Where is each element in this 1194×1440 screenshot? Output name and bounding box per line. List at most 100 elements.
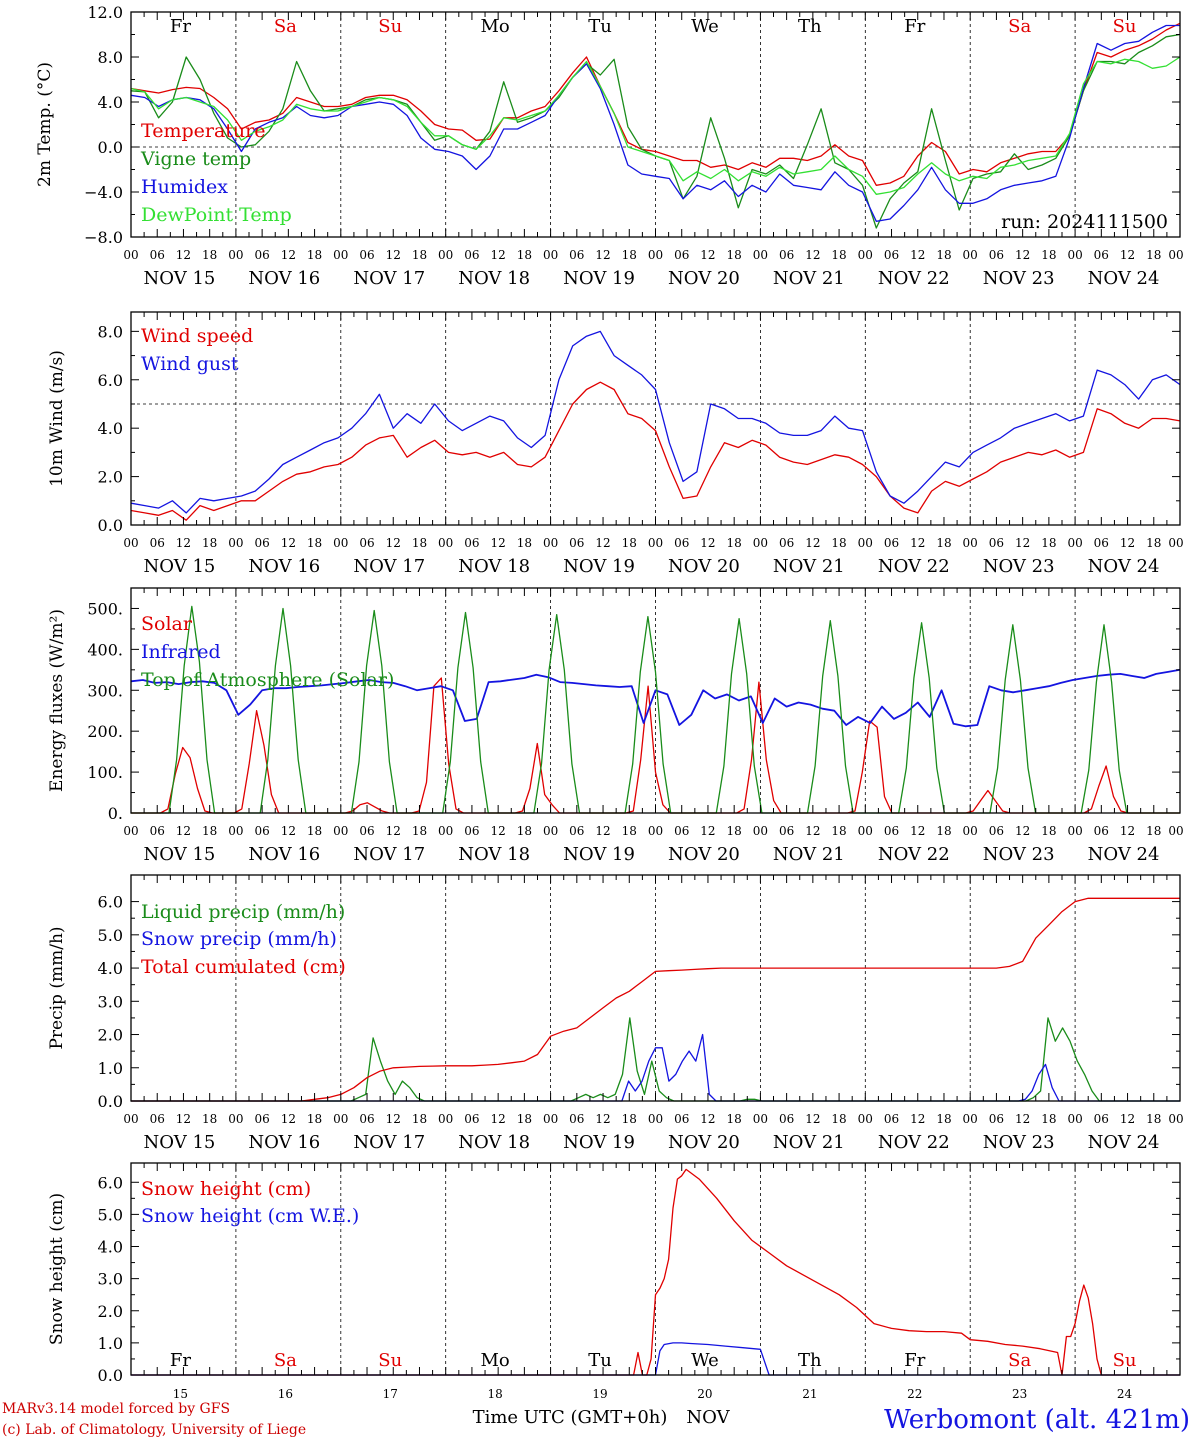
series-line-1-1 (130, 22, 1181, 186)
hour-label: 18 (1041, 536, 1056, 550)
hour-label: 18 (307, 824, 322, 838)
y-tick-label: 4.0 (98, 959, 123, 978)
date-label: NOV 20 (668, 1132, 740, 1153)
hour-label: 18 (517, 536, 532, 550)
y-axis-title: Precip (mm/h) (47, 926, 67, 1049)
hour-label: 18 (202, 536, 217, 550)
hour-label: 06 (779, 824, 794, 838)
legend-entry: Infrared (141, 641, 221, 663)
hour-label: 06 (150, 536, 165, 550)
hour-label: 12 (1015, 824, 1030, 838)
date-label: NOV 16 (248, 268, 320, 289)
date-label: NOV 20 (668, 268, 740, 289)
hour-label: 00 (648, 536, 663, 550)
day-number: 19 (592, 1387, 607, 1401)
hour-label: 06 (884, 824, 899, 838)
hour-label: 06 (569, 1112, 584, 1126)
hour-label: 12 (386, 248, 401, 262)
legend-entry: Vigne temp (140, 148, 251, 170)
hour-label: 06 (254, 248, 269, 262)
hour-label: 12 (176, 1112, 191, 1126)
hour-label: 12 (386, 536, 401, 550)
hour-label: 18 (727, 536, 742, 550)
hour-label: 06 (1094, 536, 1109, 550)
hour-label: 18 (936, 1112, 951, 1126)
hour-label: 06 (464, 824, 479, 838)
hour-label: 00 (1067, 824, 1082, 838)
day-label: Mo (481, 1350, 510, 1371)
legend-entry: Solar (141, 613, 193, 635)
hour-label: 06 (1094, 1112, 1109, 1126)
y-tick-label: −8.0 (84, 228, 123, 247)
day-label: Sa (274, 16, 297, 37)
y-tick-label: 8.0 (98, 322, 123, 341)
hour-label: 18 (936, 824, 951, 838)
run-label: run: 2024111500 (1001, 211, 1168, 233)
hour-label: 18 (202, 1112, 217, 1126)
series-line-2-2 (130, 330, 1181, 514)
hour-label: 00 (228, 824, 243, 838)
hour-label: 18 (727, 1112, 742, 1126)
hour-label: 00 (543, 536, 558, 550)
y-tick-label: 100. (87, 763, 123, 782)
day-label: Su (1113, 16, 1137, 37)
legend-entry: Top of Atmosphere (Solar) (141, 669, 394, 691)
legend-entry: Total cumulated (cm) (141, 956, 346, 978)
hour-label: 18 (1146, 248, 1161, 262)
hour-label: 06 (464, 1112, 479, 1126)
hour-label: 00 (1168, 824, 1183, 838)
hour-label: 06 (359, 1112, 374, 1126)
hour-label: 18 (1146, 1112, 1161, 1126)
day-label: Sa (1008, 16, 1031, 37)
hour-label: 18 (517, 824, 532, 838)
date-label: NOV 16 (248, 556, 320, 577)
series-line-1-3 (130, 24, 1180, 222)
hour-label: 12 (700, 824, 715, 838)
day-number: 20 (697, 1387, 712, 1401)
y-axis-title: 10m Wind (m/s) (47, 350, 67, 487)
date-label: NOV 19 (563, 1132, 635, 1153)
panel-1: 12.0 8.0 4.0 0.0 −4.0 −8.0 2m Temp. (°C) Temper… (35, 3, 1184, 289)
hour-label: 06 (884, 1112, 899, 1126)
day-number: 16 (278, 1387, 293, 1401)
y-tick-label: 2.0 (98, 468, 123, 487)
day-label: Su (378, 16, 402, 37)
hour-label: 12 (910, 824, 925, 838)
day-label: Mo (481, 16, 510, 37)
date-label: NOV 19 (563, 268, 635, 289)
hour-label: 00 (963, 248, 978, 262)
hour-label: 00 (438, 536, 453, 550)
hour-label: 18 (517, 248, 532, 262)
hour-label: 12 (281, 1112, 296, 1126)
date-label: NOV 18 (458, 1132, 530, 1153)
y-tick-label: 5.0 (98, 926, 123, 945)
hour-label: 18 (936, 536, 951, 550)
day-label: Tu (588, 1350, 612, 1371)
hour-label: 06 (674, 248, 689, 262)
hour-label: 00 (438, 248, 453, 262)
panel-5: 6.0 5.0 4.0 3.0 2.0 1.0 0.0 Snow height (cm) Sno… (47, 1162, 1181, 1428)
hour-label: 12 (910, 248, 925, 262)
date-label: NOV 15 (144, 556, 216, 577)
date-label: NOV 22 (878, 1132, 950, 1153)
y-tick-label: 8.0 (98, 48, 123, 67)
hour-label: 06 (674, 536, 689, 550)
y-tick-label: 0.0 (98, 138, 123, 157)
y-tick-label: 200. (87, 722, 123, 741)
x-axis-title: Time UTC (GMT+0h) (473, 1407, 668, 1428)
date-label: NOV 22 (878, 844, 950, 865)
y-tick-label: 2.0 (98, 1026, 123, 1045)
hour-label: 06 (464, 536, 479, 550)
hour-label: 12 (910, 1112, 925, 1126)
hour-label: 00 (1168, 1112, 1183, 1126)
hour-label: 00 (1168, 248, 1183, 262)
y-tick-label: 500. (87, 599, 123, 618)
date-label: NOV 24 (1088, 556, 1160, 577)
hour-label: 06 (884, 536, 899, 550)
date-label: NOV 17 (353, 556, 425, 577)
legend-entry: DewPoint Temp (141, 204, 292, 226)
hour-label: 00 (543, 248, 558, 262)
hour-label: 00 (333, 536, 348, 550)
hour-label: 18 (1041, 824, 1056, 838)
